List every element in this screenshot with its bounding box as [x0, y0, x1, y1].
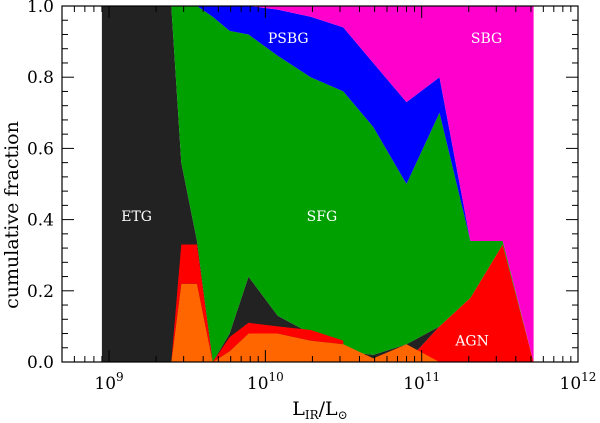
y-tick-label: 0.4: [27, 211, 54, 231]
y-tick-label: 0.2: [27, 282, 54, 302]
x-axis-title: LIR/L⊙: [292, 398, 348, 422]
y-tick-label: 0.0: [27, 353, 54, 373]
x-tick-label: 1012: [560, 370, 597, 394]
x-tick-label: 1010: [247, 370, 284, 394]
area-agn: [101, 244, 534, 362]
region-label-sfg: SFG: [307, 209, 338, 225]
y-tick-label: 1.0: [27, 0, 54, 17]
region-label-sbg: SBG: [471, 31, 502, 47]
area-orange-band: [101, 283, 534, 362]
area-etg: [101, 6, 534, 362]
x-axis-title-main: L: [292, 398, 305, 420]
region-labels: ETG SFG PSBG SBG AGN: [121, 31, 502, 350]
tick-labels: 0.0 0.2 0.4 0.6 0.8 1.0 109 1010 1011 1012: [27, 0, 597, 394]
area-layers: [101, 6, 534, 362]
y-tick-label: 0.8: [27, 68, 54, 88]
plot-frame: [61, 5, 579, 363]
x-tick-label: 1011: [403, 370, 440, 394]
region-label-etg: ETG: [121, 209, 152, 225]
area-sbg: [101, 6, 534, 362]
y-tick-label: 0.6: [27, 139, 54, 159]
x-axis-title-sub2: ⊙: [338, 408, 348, 422]
y-axis-title: cumulative fraction: [1, 121, 23, 309]
area-sfg: [101, 6, 534, 362]
area-agn-low: [171, 244, 344, 362]
axis-ticks: [62, 5, 579, 363]
area-psbg: [101, 6, 534, 362]
x-tick-label: 109: [94, 370, 123, 394]
x-axis-title-sub1: IR: [305, 408, 320, 422]
region-label-psbg: PSBG: [268, 31, 309, 47]
x-axis-title-mid: /L: [319, 398, 338, 420]
region-label-agn: AGN: [454, 334, 489, 350]
